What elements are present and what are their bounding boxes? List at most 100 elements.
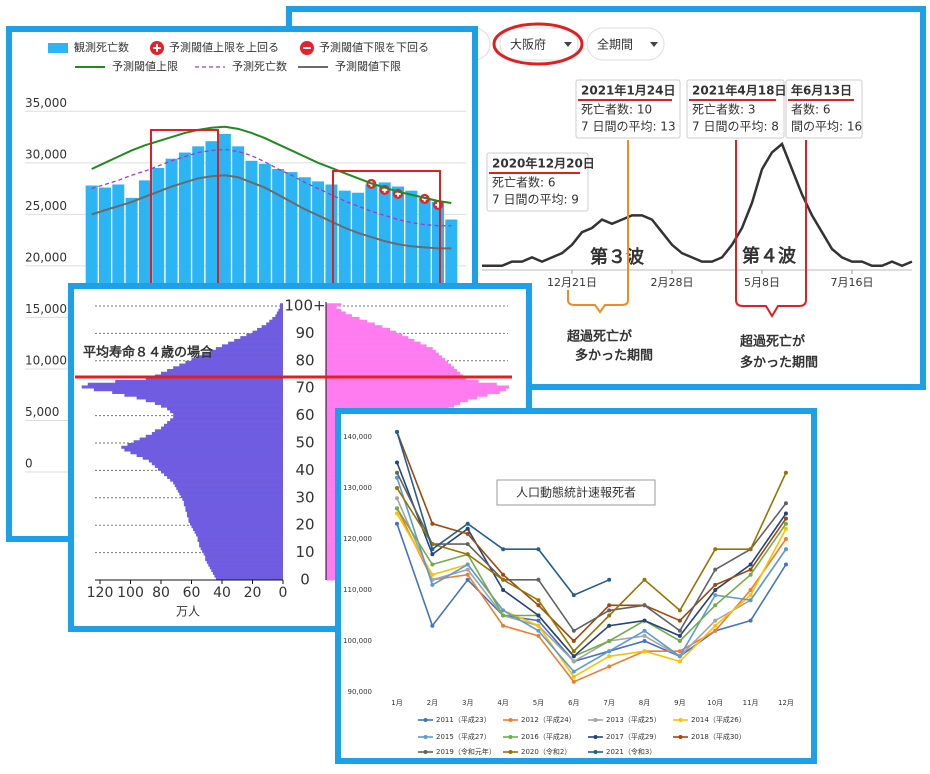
male-bar xyxy=(161,371,283,375)
male-bar xyxy=(136,396,283,400)
point xyxy=(571,593,576,598)
title-box xyxy=(496,479,656,506)
point xyxy=(430,562,435,567)
legend-icon xyxy=(423,750,428,754)
x-axis-label: 万人 xyxy=(176,605,200,619)
male-bar xyxy=(189,522,283,526)
point xyxy=(748,567,753,572)
point xyxy=(713,603,718,608)
x-tick-label: 0 xyxy=(279,585,288,601)
point xyxy=(395,486,399,490)
legend-label: 2021（令和3） xyxy=(606,747,656,756)
age-label: 90 xyxy=(295,324,314,342)
female-bar xyxy=(326,336,409,340)
tooltip-date: 2021年4月18日 xyxy=(692,83,786,98)
point xyxy=(395,429,399,434)
dropdown-label: 全期間 xyxy=(597,37,633,52)
age-label: 100+ xyxy=(284,297,325,315)
tooltip-line: 死亡者数: 3 xyxy=(692,102,756,117)
male-bar xyxy=(200,547,283,551)
point xyxy=(395,470,399,475)
male-bar xyxy=(133,440,283,444)
wave-label: 第３波 xyxy=(590,246,645,268)
point xyxy=(642,649,647,654)
male-bar xyxy=(179,492,283,496)
point xyxy=(536,628,541,633)
male-bar xyxy=(197,355,283,359)
y-tick-label: 110,000 xyxy=(343,586,372,594)
male-bar xyxy=(142,456,283,460)
period-label: 超過死亡が xyxy=(740,334,805,350)
series-line xyxy=(396,472,787,653)
male-bar xyxy=(222,344,283,348)
male-bar xyxy=(272,316,283,320)
male-bar xyxy=(275,314,283,318)
point xyxy=(783,526,788,531)
point xyxy=(501,577,506,582)
male-bar xyxy=(112,390,283,394)
male-bar xyxy=(215,577,283,581)
point xyxy=(571,654,576,659)
point xyxy=(501,572,506,577)
female-bar xyxy=(326,399,468,403)
point xyxy=(607,603,612,608)
male-bar xyxy=(177,489,283,493)
female-bar xyxy=(326,377,467,381)
tooltip xyxy=(575,79,681,139)
male-bar xyxy=(186,514,283,518)
male-bar xyxy=(188,519,283,523)
x-tick-label: 10月 xyxy=(707,699,723,707)
point xyxy=(783,470,788,475)
legend-label: 予測閾値下限 xyxy=(335,59,401,73)
male-bar xyxy=(93,388,284,392)
panel-content: 90,000 100,000 110,000 120,000 130,000 140,00… xyxy=(343,429,794,756)
male-bar xyxy=(208,563,283,567)
male-bar xyxy=(174,484,283,488)
legend-label: 予測閾値上限 xyxy=(112,59,178,73)
point xyxy=(501,547,506,552)
point xyxy=(748,618,753,623)
male-bar xyxy=(115,379,283,384)
legend-icon xyxy=(508,735,513,739)
series-line xyxy=(396,462,787,658)
dropdown xyxy=(586,27,665,61)
point xyxy=(713,623,718,628)
point xyxy=(713,547,718,552)
male-bar xyxy=(124,448,284,452)
point xyxy=(536,618,541,623)
male-bar xyxy=(261,325,283,329)
male-bar xyxy=(81,385,283,389)
point xyxy=(677,654,682,659)
point xyxy=(748,593,753,598)
y-tick-label: 10,000 xyxy=(25,353,67,367)
male-bar xyxy=(151,462,283,466)
point xyxy=(607,613,612,618)
legend-label: 2017（平成29） xyxy=(606,732,661,741)
age-label: 40 xyxy=(295,461,314,479)
male-bar xyxy=(157,467,283,471)
male-bar xyxy=(154,464,283,468)
panel-border xyxy=(335,408,817,764)
y-tick-label: 90,000 xyxy=(348,688,373,696)
chart-title: 人口動態統計速報死者 xyxy=(516,485,636,500)
point xyxy=(465,531,470,536)
female-bar xyxy=(326,363,452,367)
legend-label: 2016（平成28） xyxy=(521,732,576,741)
x-tick-label: 120 xyxy=(87,585,114,601)
annotation: 平均寿命８４歳の場合 xyxy=(83,345,214,361)
point xyxy=(642,639,647,643)
male-bar xyxy=(246,333,283,337)
age-label: 30 xyxy=(295,488,314,506)
male-bar xyxy=(148,459,283,463)
male-bar xyxy=(183,500,283,504)
female-bar xyxy=(326,319,368,323)
tooltip-line: 7 日間の平均: 9 xyxy=(492,193,579,207)
tooltip-line: 間の平均: 16 xyxy=(791,120,862,134)
y-tick-label: 100,000 xyxy=(343,637,372,645)
legend-label: 2011（平成23） xyxy=(436,715,491,724)
male-bar xyxy=(197,538,283,542)
point xyxy=(430,582,435,587)
male-bar xyxy=(179,363,283,367)
y-tick-label: 130,000 xyxy=(343,484,372,492)
male-bar xyxy=(161,404,283,408)
